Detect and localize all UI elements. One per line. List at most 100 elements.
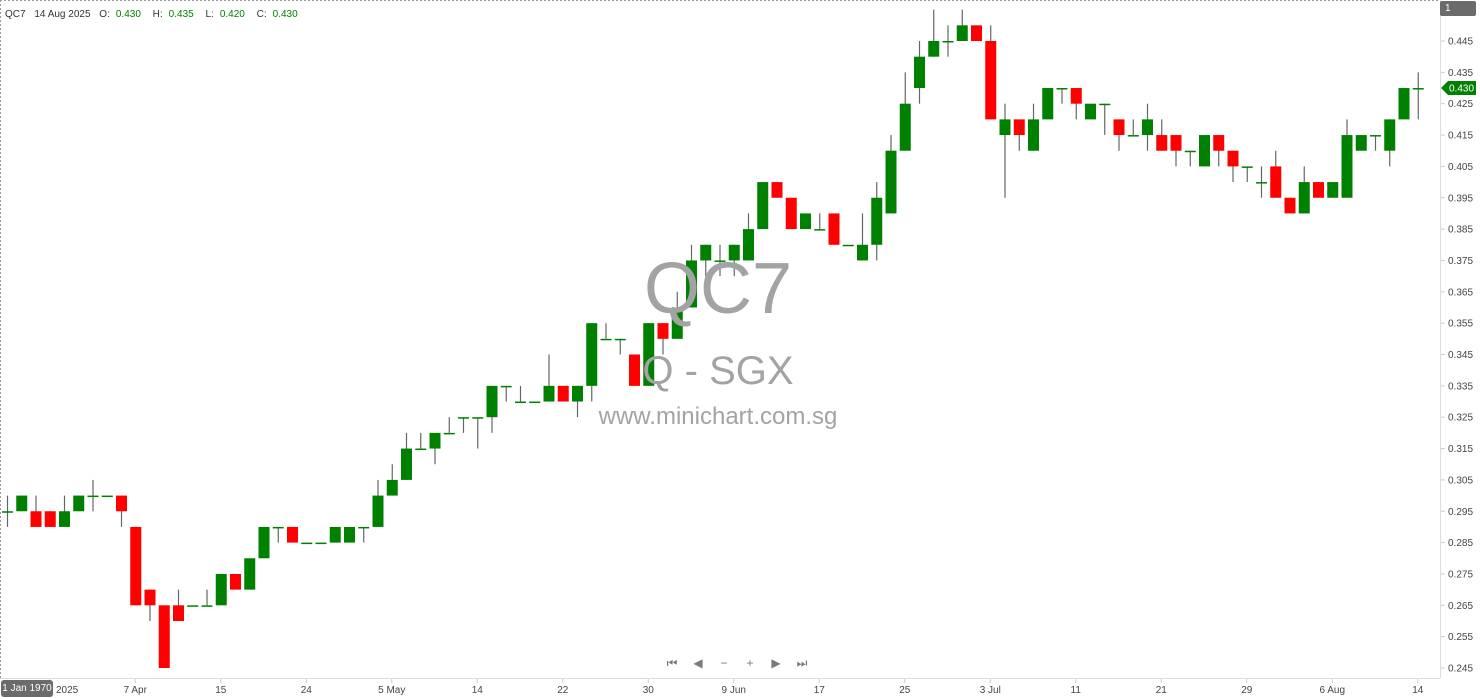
y-tick-label: 0.405 — [1448, 162, 1473, 173]
legend-date: 14 Aug 2025 — [34, 9, 91, 20]
candle-body — [201, 605, 213, 607]
candle-body — [871, 197, 883, 245]
candle — [1284, 197, 1296, 214]
candle — [828, 213, 840, 245]
y-tick-label: 0.295 — [1448, 507, 1473, 518]
watermark-symbol: QC7 — [643, 249, 793, 329]
time-axis[interactable]: 2025 7 Apr 15 24 5 May 14 22 30 9 Jun 17 25 3 Jul 11… — [49, 679, 1424, 696]
x-tick-label: 2025 — [56, 685, 79, 696]
candle-body — [714, 260, 726, 262]
candle — [1156, 119, 1168, 151]
candle-body — [1341, 135, 1353, 198]
candle-body — [828, 213, 840, 245]
candle — [1256, 166, 1267, 198]
candle-body — [315, 542, 327, 545]
candle-body — [1298, 182, 1310, 214]
y-tick-label: 0.305 — [1448, 475, 1473, 486]
candle-body — [785, 197, 797, 230]
candle-body — [956, 25, 968, 41]
candle-body — [1355, 135, 1367, 151]
candle-body — [386, 479, 398, 496]
candle — [971, 25, 982, 41]
candle — [643, 323, 655, 386]
candle — [472, 417, 484, 449]
candle-body — [999, 119, 1011, 136]
candle — [814, 213, 826, 231]
candle — [572, 385, 583, 418]
y-tick-label: 0.365 — [1448, 287, 1473, 298]
candle — [999, 103, 1011, 198]
candle-body — [59, 511, 70, 527]
candle — [785, 197, 797, 230]
candle — [1398, 88, 1410, 120]
candle — [728, 244, 740, 277]
candle-body — [1042, 88, 1054, 120]
candle — [928, 9, 940, 57]
candle — [657, 323, 669, 355]
candle — [614, 338, 626, 355]
ohlc-legend: QC7 14 Aug 2025 O: 0.430 H: 0.435 L: 0.420 … — [5, 9, 307, 20]
candle-body — [2, 511, 13, 513]
go-last-button[interactable]: ⏭ — [796, 656, 808, 670]
candle — [415, 432, 427, 451]
candle — [116, 495, 127, 527]
last-price-tag-shape — [1441, 81, 1476, 95]
candle-body — [329, 526, 341, 543]
candle-body — [1070, 88, 1082, 104]
y-tick-label: 0.255 — [1448, 632, 1473, 643]
scroll-left-button[interactable]: ◀ — [693, 656, 703, 670]
candle — [201, 589, 213, 607]
x-tick-label: 14 — [1412, 685, 1424, 696]
candle-body — [1199, 135, 1210, 167]
price-axis[interactable]: 0.445 0.435 0.425 0.415 0.405 0.395 0.385 0.375… — [1441, 37, 1473, 675]
candle-body — [130, 526, 142, 606]
x-tick-label: 7 Apr — [124, 685, 148, 696]
candle-body — [1313, 182, 1324, 198]
x-tick-label: 9 Jun — [722, 685, 746, 696]
candle — [1327, 182, 1339, 198]
candle-body — [1370, 135, 1381, 137]
candle-body — [458, 417, 469, 419]
candle — [230, 573, 241, 590]
candle-body — [614, 338, 626, 341]
candle-body — [814, 229, 826, 231]
candle-body — [686, 260, 697, 308]
candle-body — [1227, 150, 1239, 167]
candle — [315, 542, 327, 545]
candle — [515, 385, 526, 404]
candle-body — [1085, 103, 1096, 120]
go-first-button[interactable]: ⏮ — [666, 656, 678, 670]
candle — [1213, 135, 1225, 167]
candle — [1070, 88, 1082, 120]
scale-badge[interactable]: 1 — [1440, 1, 1476, 16]
candle — [215, 573, 227, 606]
x-tick-label: 5 May — [378, 685, 405, 696]
zoom-out-button[interactable]: − — [720, 656, 728, 670]
candle — [1227, 150, 1239, 183]
candle — [344, 526, 355, 543]
candle-body — [600, 338, 612, 341]
legend-open-label: O: — [99, 9, 110, 20]
candle-body — [1099, 103, 1111, 106]
candle — [272, 526, 284, 543]
candle-body — [1156, 135, 1168, 151]
candle — [30, 495, 42, 527]
y-tick-label: 0.415 — [1448, 131, 1473, 142]
candle-body — [372, 495, 384, 527]
candle-body — [1327, 182, 1339, 198]
legend-low-label: L: — [205, 9, 214, 20]
candle — [743, 213, 754, 261]
candle-body — [1384, 119, 1396, 151]
x-tick-label: 11 — [1071, 685, 1082, 696]
scroll-right-button[interactable]: ▶ — [771, 656, 781, 670]
candle-body — [899, 103, 911, 151]
candle — [59, 495, 70, 527]
candle — [258, 526, 270, 559]
candle-body — [728, 244, 740, 261]
zoom-in-button[interactable]: + — [746, 656, 754, 670]
candle — [629, 354, 640, 386]
y-tick-label: 0.325 — [1448, 413, 1473, 424]
legend-close-value: 0.430 — [272, 9, 298, 20]
x-tick-label: 17 — [814, 685, 826, 696]
